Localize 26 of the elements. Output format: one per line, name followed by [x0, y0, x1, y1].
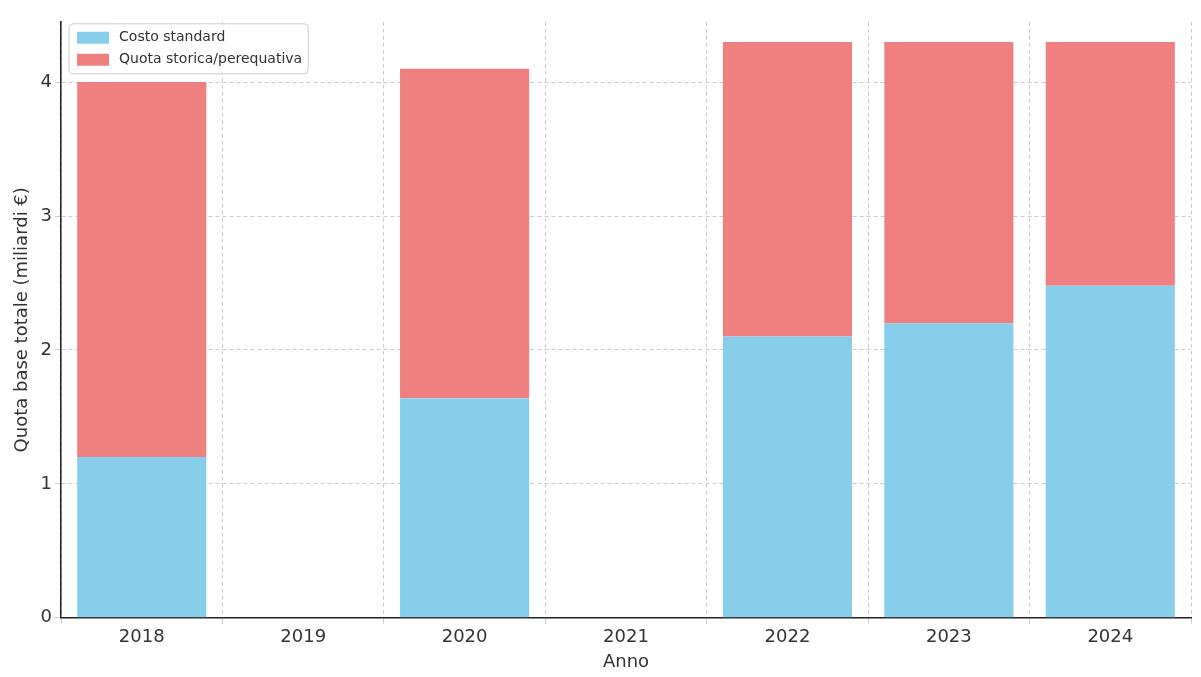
- legend-label: Costo standard: [119, 28, 226, 45]
- x-tick-label: 2023: [925, 625, 972, 647]
- y-tick-label: 2: [40, 337, 53, 359]
- bar: [400, 398, 530, 618]
- bar: [77, 457, 207, 618]
- bar: [884, 323, 1014, 618]
- y-axis-title: Quota base totale (miliardi €): [10, 187, 32, 453]
- x-tick-label: 2022: [764, 625, 811, 647]
- y-tick-label: 0: [40, 605, 53, 627]
- bar: [722, 41, 853, 337]
- bar: [722, 336, 853, 618]
- x-tick-label: 2019: [280, 625, 327, 647]
- y-tick-label: 4: [40, 69, 53, 91]
- bar: [77, 82, 207, 458]
- x-tick-label: 2018: [118, 625, 165, 647]
- x-tick-label: 2024: [1087, 625, 1134, 647]
- bar: [1045, 285, 1175, 618]
- bar: [1045, 41, 1175, 286]
- legend-label: Quota storica/perequativa: [119, 50, 303, 67]
- bar: [884, 41, 1014, 324]
- y-tick-label: 1: [40, 471, 53, 493]
- x-tick-label: 2021: [603, 625, 649, 647]
- y-tick-label: 3: [40, 203, 53, 225]
- x-tick-label: 2020: [441, 625, 488, 647]
- x-axis-title: Anno: [602, 649, 650, 671]
- bar: [400, 68, 530, 399]
